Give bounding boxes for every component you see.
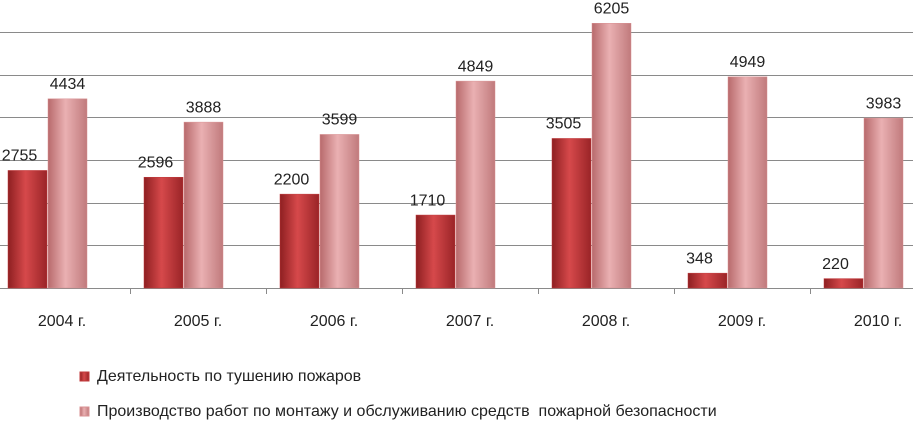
bar <box>143 176 184 289</box>
bar <box>823 278 864 289</box>
legend-swatch <box>79 371 90 382</box>
value-label: 2596 <box>138 154 174 171</box>
value-label: 1710 <box>410 192 446 209</box>
value-label: 3505 <box>546 116 582 133</box>
value-label: 2200 <box>274 171 310 188</box>
value-label: 4849 <box>458 58 494 75</box>
x-tick-label: 2009 г. <box>718 313 766 330</box>
legend-label: Деятельность по тушению пожаров <box>97 368 361 385</box>
bar <box>415 214 456 289</box>
bar <box>551 138 592 289</box>
x-tick-label: 2006 г. <box>310 313 358 330</box>
bar <box>47 98 88 289</box>
bar <box>687 272 728 289</box>
bar <box>455 80 496 289</box>
legend-swatch <box>79 406 90 417</box>
bar <box>279 193 320 289</box>
value-label: 4434 <box>50 76 86 93</box>
bar <box>727 76 768 289</box>
bar <box>863 117 904 289</box>
value-label: 4949 <box>730 54 766 71</box>
value-label: 6205 <box>594 0 630 17</box>
x-tick-label: 2010 г. <box>854 313 902 330</box>
x-tick-label: 2004 г. <box>38 313 86 330</box>
value-label: 3888 <box>186 99 222 116</box>
bar <box>591 23 632 289</box>
bar <box>7 170 48 289</box>
x-tick-label: 2008 г. <box>582 313 630 330</box>
value-label: 348 <box>686 250 713 267</box>
x-tick-label: 2005 г. <box>174 313 222 330</box>
legend-label: Производство работ по монтажу и обслужив… <box>97 403 717 420</box>
value-label: 2755 <box>2 148 38 165</box>
bar <box>319 134 360 289</box>
value-label: 220 <box>822 256 849 273</box>
x-tick-label: 2007 г. <box>446 313 494 330</box>
value-label: 3599 <box>322 112 358 129</box>
value-label: 3983 <box>866 95 902 112</box>
bar <box>183 121 224 289</box>
